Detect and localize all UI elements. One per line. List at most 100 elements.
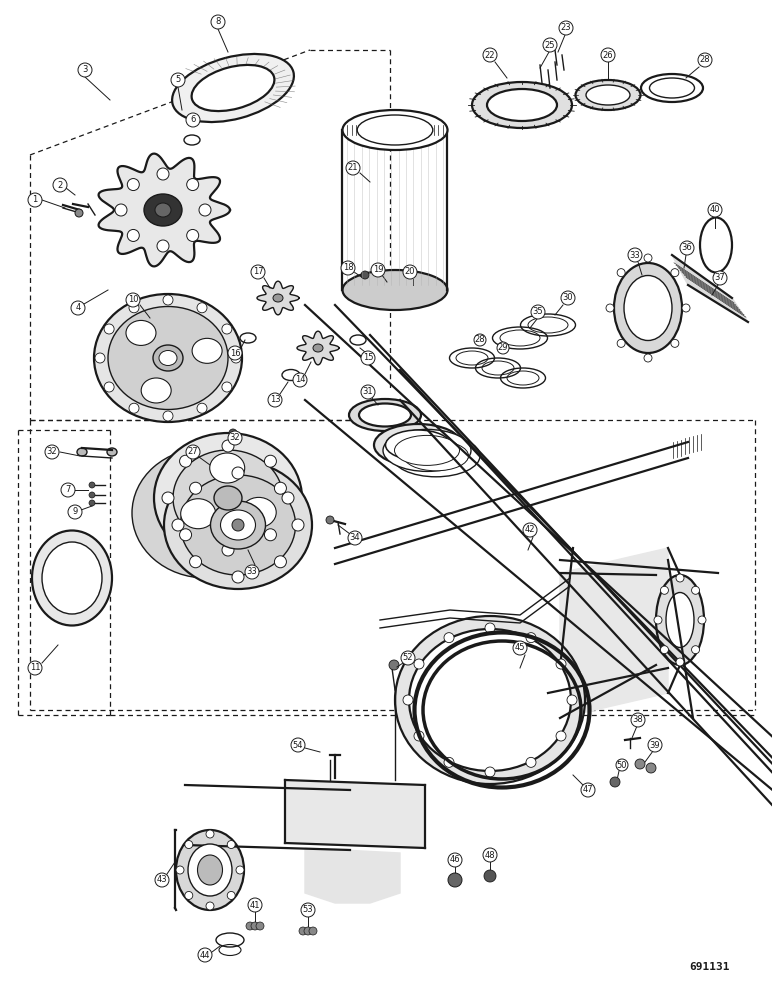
Ellipse shape [192,338,222,363]
Circle shape [129,403,139,413]
Circle shape [635,759,645,769]
Circle shape [282,492,294,504]
Text: 23: 23 [560,23,571,32]
Ellipse shape [624,275,672,340]
Ellipse shape [395,616,585,784]
Circle shape [61,483,75,497]
Circle shape [231,353,241,363]
Circle shape [292,519,304,531]
Circle shape [660,646,669,654]
Text: 54: 54 [293,740,303,750]
Text: 27: 27 [188,448,198,456]
Circle shape [414,731,424,741]
Circle shape [180,455,191,467]
Circle shape [28,193,42,207]
Circle shape [291,738,305,752]
Circle shape [162,492,174,504]
Circle shape [692,586,699,594]
Circle shape [646,763,656,773]
Ellipse shape [343,110,448,150]
Ellipse shape [487,89,557,121]
Circle shape [444,633,454,643]
Circle shape [186,113,200,127]
Text: 9: 9 [73,508,78,516]
Circle shape [485,623,495,633]
Ellipse shape [343,270,448,310]
Circle shape [299,927,307,935]
Text: 46: 46 [449,856,460,864]
Circle shape [206,830,214,838]
Text: 18: 18 [343,263,354,272]
Ellipse shape [191,65,274,111]
Circle shape [78,63,92,77]
Circle shape [606,304,614,312]
Text: 22: 22 [485,50,496,60]
Ellipse shape [586,85,630,105]
Circle shape [228,431,242,445]
Text: 37: 37 [715,273,726,282]
Circle shape [127,229,139,241]
Circle shape [523,523,537,537]
Text: 50: 50 [617,760,627,770]
Circle shape [567,695,577,705]
Circle shape [654,616,662,624]
Circle shape [601,48,615,62]
Circle shape [617,339,625,347]
Text: 14: 14 [295,375,305,384]
Circle shape [227,891,235,899]
Text: 26: 26 [603,50,613,60]
Text: 2: 2 [57,180,63,190]
Circle shape [71,301,85,315]
Ellipse shape [210,453,245,483]
Text: 20: 20 [405,267,415,276]
Ellipse shape [211,501,266,549]
Ellipse shape [383,429,471,471]
Circle shape [104,324,114,334]
Circle shape [256,922,264,930]
Circle shape [304,927,312,935]
Ellipse shape [359,403,411,426]
Circle shape [309,927,317,935]
Circle shape [581,783,595,797]
Text: 35: 35 [533,308,543,316]
Polygon shape [99,154,230,266]
Circle shape [483,848,497,862]
Circle shape [513,641,527,655]
Ellipse shape [141,378,171,403]
Polygon shape [305,848,400,903]
Circle shape [403,695,413,705]
Circle shape [53,178,67,192]
Ellipse shape [176,830,244,910]
Ellipse shape [188,844,232,896]
Text: 28: 28 [475,336,486,344]
Text: 691131: 691131 [689,962,730,972]
Text: 32: 32 [46,448,57,456]
Circle shape [187,179,198,191]
Circle shape [692,646,699,654]
Ellipse shape [374,424,462,466]
Circle shape [617,269,625,277]
Circle shape [199,204,211,216]
Circle shape [75,209,83,217]
Circle shape [157,240,169,252]
Circle shape [163,411,173,421]
Circle shape [171,73,185,87]
Circle shape [180,529,191,541]
Circle shape [222,324,232,334]
Circle shape [561,291,575,305]
Circle shape [361,351,375,365]
Ellipse shape [107,448,117,456]
Ellipse shape [164,461,312,589]
Circle shape [474,334,486,346]
Text: 38: 38 [632,716,643,724]
Circle shape [163,295,173,305]
Polygon shape [672,255,748,322]
Circle shape [274,482,286,494]
Ellipse shape [385,430,451,460]
Circle shape [248,898,262,912]
Text: 21: 21 [347,163,358,172]
Text: 29: 29 [498,344,508,353]
Circle shape [526,633,536,643]
Circle shape [556,659,566,669]
Circle shape [680,241,694,255]
